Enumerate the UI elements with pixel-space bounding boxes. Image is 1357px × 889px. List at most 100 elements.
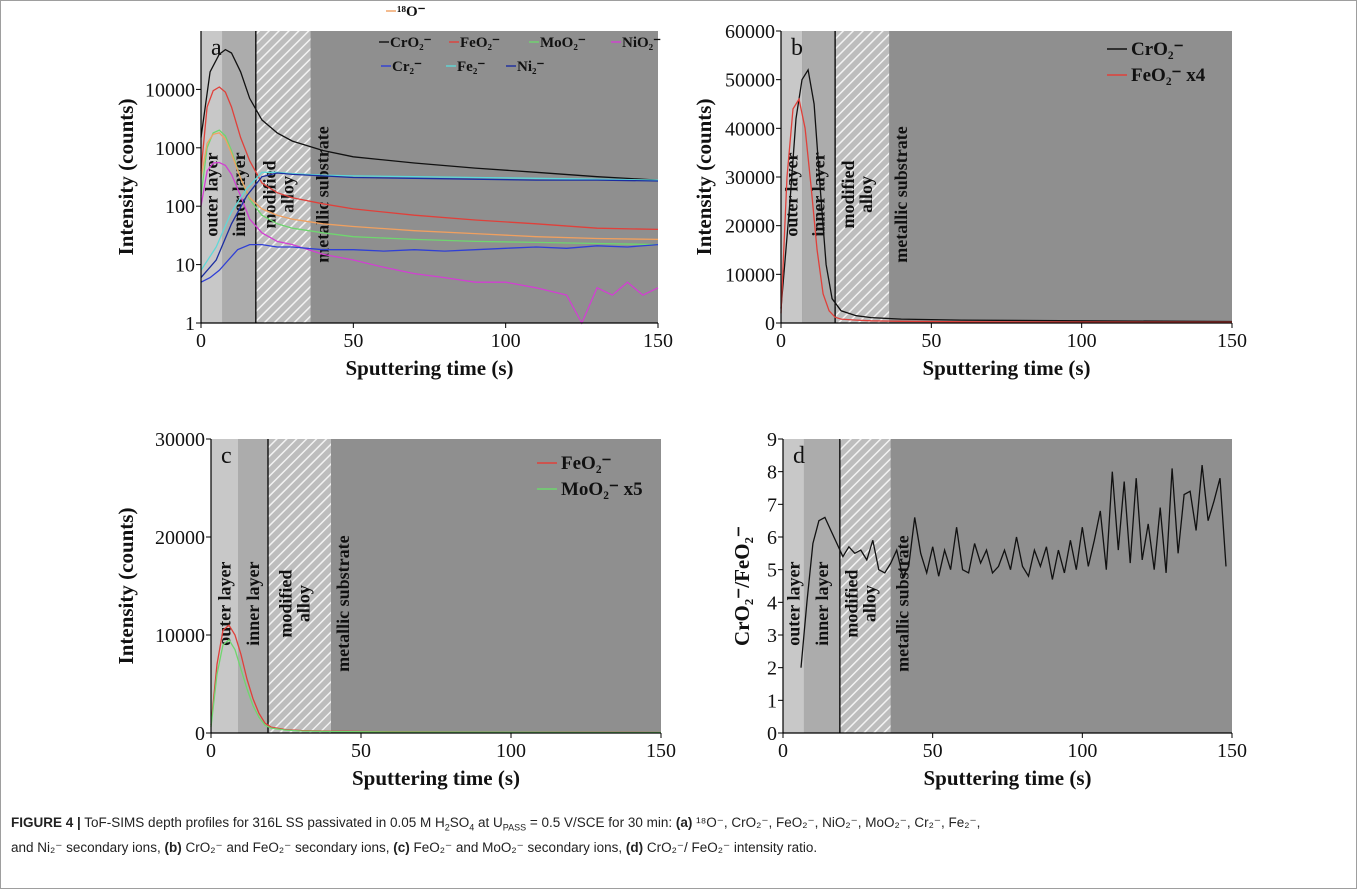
y-tick-label: 10000 — [725, 264, 775, 286]
y-tick-label: 10 — [175, 255, 195, 277]
y-tick-label: 100 — [165, 196, 195, 218]
region-modified-alloy — [255, 31, 311, 323]
region-label: alloy — [294, 585, 314, 622]
region-label: modified — [259, 161, 279, 229]
caption-sub-2: 2 — [444, 822, 450, 833]
series-line — [200, 172, 659, 279]
x-tick-label: 0 — [776, 330, 786, 352]
x-axis-label: Sputtering time (s) — [923, 356, 1091, 380]
series-line — [800, 465, 1227, 668]
legend-label: CrO₂⁻ — [1131, 39, 1184, 60]
region-label: metallic substrate — [313, 126, 333, 262]
legend-label: Ni₂⁻ — [517, 59, 544, 75]
region-metallic-substrate — [889, 31, 1232, 323]
series-line — [200, 243, 659, 283]
x-tick-label: 50 — [351, 740, 371, 762]
series-line — [200, 132, 659, 241]
x-tick-label: 0 — [196, 330, 206, 352]
caption-line2-start: and Ni₂⁻ secondary ions, — [11, 839, 165, 855]
series-line — [200, 48, 659, 181]
caption-sub-4: 4 — [469, 822, 475, 833]
region-label: modified — [838, 161, 858, 229]
region-metallic-substrate — [331, 439, 661, 733]
caption-text-4: = 0.5 V/SCE for 30 min: — [526, 815, 676, 830]
y-tick-label: 5 — [767, 560, 777, 582]
x-tick-label: 100 — [1067, 330, 1097, 352]
region-label: modified — [276, 570, 296, 638]
y-axis-label: Intensity (counts) — [114, 508, 138, 665]
x-tick-label: 0 — [206, 740, 216, 762]
legend-label: FeO₂⁻ x4 — [1131, 65, 1206, 86]
y-tick-label: 1 — [185, 313, 195, 335]
region-outer-layer — [783, 439, 804, 733]
y-tick-label: 20000 — [725, 216, 775, 238]
caption-label: FIGURE 4 | — [11, 815, 81, 830]
caption-b-text: CrO₂⁻ and FeO₂⁻ secondary ions, — [181, 839, 394, 855]
y-tick-label: 0 — [195, 723, 205, 745]
region-label: metallic substrate — [891, 126, 911, 262]
caption-a: (a) — [675, 815, 693, 830]
legend-label: NiO₂⁻ — [622, 35, 661, 51]
region-modified-alloy — [835, 31, 890, 323]
y-tick-label: 60000 — [725, 21, 775, 43]
region-label: inner layer — [243, 562, 263, 646]
x-tick-label: 0 — [778, 740, 788, 762]
region-label: outer layer — [782, 152, 802, 236]
y-axis-label: Intensity (counts) — [692, 99, 716, 256]
y-tick-label: 30000 — [725, 167, 775, 189]
x-tick-label: 150 — [646, 740, 676, 762]
legend-label: FeO₂⁻ — [460, 35, 500, 51]
panel-letter: c — [221, 443, 232, 469]
x-tick-label: 50 — [923, 740, 943, 762]
caption-text-1: ToF-SIMS depth profiles for 316L SS pass… — [80, 815, 445, 830]
x-tick-label: 150 — [1217, 740, 1247, 762]
region-inner-layer — [238, 439, 268, 733]
x-tick-label: 50 — [343, 330, 363, 352]
x-tick-label: 100 — [491, 330, 521, 352]
panel-letter: b — [791, 35, 803, 61]
y-tick-label: 1000 — [155, 138, 195, 160]
y-tick-label: 10000 — [145, 79, 195, 101]
figure-caption: FIGURE 4 | ToF-SIMS depth profiles for 3… — [11, 813, 1346, 858]
region-label: modified — [841, 570, 861, 638]
panel-letter: d — [793, 443, 805, 469]
legend-label: FeO₂⁻ — [561, 453, 612, 474]
y-tick-label: 50000 — [725, 70, 775, 92]
legend-label: MoO₂⁻ x5 — [561, 479, 643, 500]
y-tick-label: 2 — [767, 658, 777, 680]
y-tick-label: 6 — [767, 527, 777, 549]
panel-letter: a — [211, 35, 222, 61]
series-line — [200, 129, 659, 246]
legend-label: MoO₂⁻ — [540, 35, 586, 51]
caption-c: (c) — [393, 839, 410, 855]
x-axis-label: Sputtering time (s) — [346, 356, 514, 380]
legend-label: Fe₂⁻ — [457, 59, 485, 75]
caption-text-3: at U — [474, 815, 503, 830]
region-label: inner layer — [812, 562, 832, 646]
series-line — [200, 86, 659, 231]
caption-text-2: SO — [449, 815, 470, 830]
y-axis-label: Intensity (counts) — [114, 99, 138, 256]
legend-label: Cr₂⁻ — [392, 59, 422, 75]
series-line — [200, 161, 659, 325]
legend-b: CrO₂⁻ FeO₂⁻ x4 — [1107, 39, 1206, 86]
region-outer-layer — [201, 31, 223, 323]
y-tick-label: 10000 — [155, 625, 205, 647]
region-inner-layer — [222, 31, 256, 323]
x-tick-label: 100 — [1067, 740, 1097, 762]
y-tick-label: 8 — [767, 462, 777, 484]
x-tick-label: 150 — [643, 330, 673, 352]
y-tick-label: 20000 — [155, 527, 205, 549]
region-inner-layer — [802, 31, 836, 323]
x-axis-label: Sputtering time (s) — [352, 766, 520, 790]
caption-c-text: FeO₂⁻ and MoO₂⁻ secondary ions, — [409, 839, 626, 855]
caption-b: (b) — [164, 839, 182, 855]
region-label: alloy — [859, 585, 879, 622]
series-line — [200, 171, 659, 271]
